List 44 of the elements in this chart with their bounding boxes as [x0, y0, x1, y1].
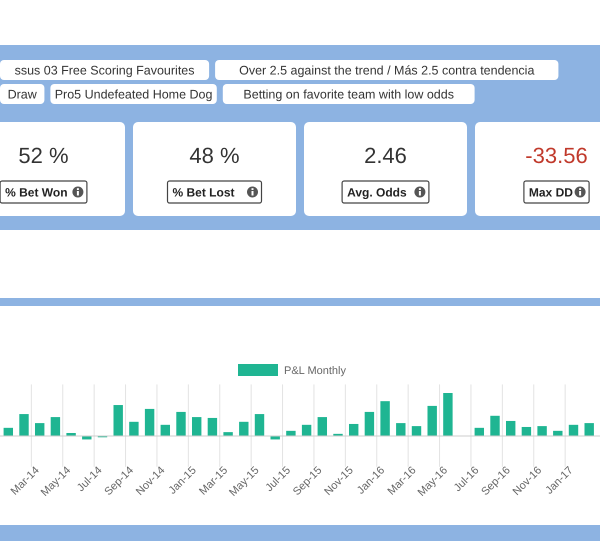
text: Pro5 Undefeated Home Dog — [54, 88, 213, 102]
bar — [50, 417, 60, 436]
bar — [192, 417, 202, 436]
data-label: 2.46 — [364, 143, 407, 168]
bar — [380, 401, 390, 436]
bar — [522, 426, 532, 436]
category-label: % Bet Won — [5, 186, 68, 200]
bar — [176, 412, 186, 436]
bar — [537, 426, 547, 436]
bar — [113, 405, 123, 436]
category-label: % Bet Lost — [172, 186, 235, 200]
bar — [443, 393, 453, 436]
bar — [584, 423, 594, 436]
category-label: Avg. Odds — [347, 186, 407, 200]
bar — [568, 424, 578, 436]
text: Over 2.5 against the trend / Más 2.5 contra tendencia — [239, 64, 534, 78]
bar — [208, 418, 218, 436]
data-label: 52 % — [18, 143, 69, 168]
bar — [19, 414, 29, 436]
bar — [474, 428, 484, 436]
bar — [34, 423, 44, 436]
bar — [129, 422, 139, 436]
category-label: Max DD — [528, 186, 574, 200]
bar — [223, 432, 233, 436]
bar — [364, 412, 374, 436]
bar — [302, 424, 312, 436]
bar — [412, 426, 422, 436]
legend-label: P&L Monthly — [284, 365, 346, 377]
text: ssus 03 Free Scoring Favourites — [14, 64, 195, 78]
bar — [254, 414, 264, 436]
bar — [506, 420, 516, 436]
bar — [318, 417, 328, 436]
bar — [396, 423, 406, 436]
bar — [144, 408, 154, 436]
data-label: -33.56 — [525, 143, 588, 168]
bar — [348, 424, 358, 436]
text: Betting on favorite team with low odds — [243, 88, 454, 102]
bar — [4, 428, 14, 436]
text: Draw — [8, 88, 38, 102]
bar — [427, 406, 437, 436]
bar — [490, 416, 500, 436]
bar — [160, 424, 170, 436]
bar — [239, 422, 249, 436]
data-label: 48 % — [189, 143, 240, 168]
